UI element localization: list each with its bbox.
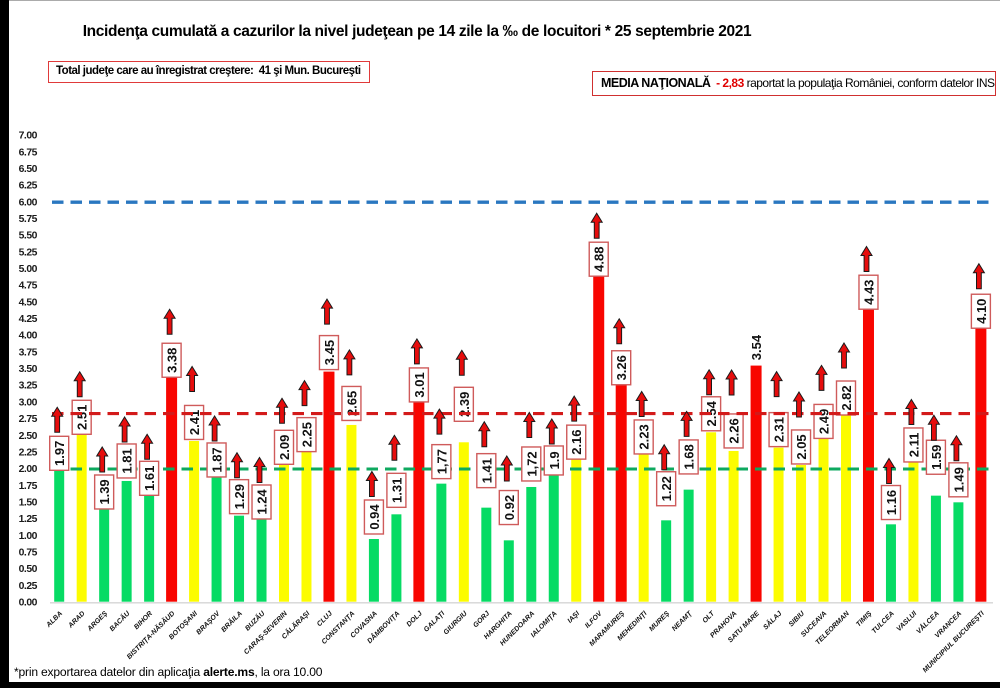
svg-text:BRAŞOV: BRAŞOV <box>195 609 222 636</box>
svg-text:2.00: 2.00 <box>19 464 38 475</box>
svg-text:1,72: 1,72 <box>524 451 539 476</box>
svg-text:1.59: 1.59 <box>929 445 944 470</box>
svg-text:1.39: 1.39 <box>97 479 112 504</box>
svg-text:0.94: 0.94 <box>367 504 382 530</box>
svg-text:2.09: 2.09 <box>277 435 292 460</box>
svg-text:2.54: 2.54 <box>704 400 719 426</box>
svg-text:6.25: 6.25 <box>19 181 38 192</box>
svg-text:3.54: 3.54 <box>749 334 764 360</box>
svg-text:5.75: 5.75 <box>19 214 38 225</box>
svg-text:1.9: 1.9 <box>547 451 562 469</box>
svg-text:0.00: 0.00 <box>19 598 38 609</box>
svg-text:2.82: 2.82 <box>839 385 854 410</box>
svg-text:4.88: 4.88 <box>592 247 607 272</box>
svg-text:SĂLAJ: SĂLAJ <box>761 608 784 631</box>
svg-text:BACĂU: BACĂU <box>107 608 132 633</box>
svg-text:TULCEA: TULCEA <box>871 610 896 635</box>
svg-text:TIMIŞ: TIMIŞ <box>855 610 873 628</box>
svg-text:1.68: 1.68 <box>682 444 697 469</box>
svg-text:1.75: 1.75 <box>19 481 38 492</box>
svg-text:3.01: 3.01 <box>412 372 427 397</box>
svg-text:2.75: 2.75 <box>19 414 38 425</box>
svg-text:2.16: 2.16 <box>569 429 584 454</box>
svg-text:OLT: OLT <box>702 610 717 625</box>
svg-text:1.81: 1.81 <box>120 448 135 473</box>
svg-text:3.00: 3.00 <box>19 397 38 408</box>
svg-text:4.10: 4.10 <box>974 299 989 324</box>
svg-text:2.31: 2.31 <box>772 417 787 442</box>
svg-text:1.49: 1.49 <box>951 467 966 492</box>
svg-text:3.26: 3.26 <box>614 355 629 380</box>
svg-text:MUREŞ: MUREŞ <box>648 610 671 633</box>
svg-text:DOLJ: DOLJ <box>406 609 425 628</box>
svg-text:2.26: 2.26 <box>727 418 742 443</box>
svg-text:3.38: 3.38 <box>165 348 180 373</box>
svg-text:4.50: 4.50 <box>19 297 38 308</box>
svg-text:6.50: 6.50 <box>19 164 38 175</box>
svg-text:1,77: 1,77 <box>434 449 449 474</box>
svg-text:2.25: 2.25 <box>19 447 38 458</box>
svg-text:2.23: 2.23 <box>637 424 652 449</box>
svg-text:6.75: 6.75 <box>19 147 38 158</box>
svg-text:1.41: 1.41 <box>479 458 494 483</box>
svg-text:1.61: 1.61 <box>142 466 157 491</box>
svg-text:0.50: 0.50 <box>19 564 38 575</box>
svg-text:SIBIU: SIBIU <box>788 610 807 629</box>
svg-text:3.75: 3.75 <box>19 347 38 358</box>
svg-text:1.29: 1.29 <box>232 484 247 509</box>
svg-text:GORJ: GORJ <box>472 609 492 629</box>
svg-text:BUZĂU: BUZĂU <box>243 608 267 632</box>
svg-text:4.00: 4.00 <box>19 331 38 342</box>
svg-text:2.41: 2.41 <box>187 410 202 435</box>
svg-text:2.65: 2.65 <box>344 391 359 416</box>
svg-text:2.05: 2.05 <box>794 434 809 459</box>
svg-text:0.75: 0.75 <box>19 548 38 559</box>
svg-text:CLUJ: CLUJ <box>316 609 335 628</box>
svg-text:ALBA: ALBA <box>45 610 64 629</box>
svg-text:5.50: 5.50 <box>19 231 38 242</box>
svg-text:2.51: 2.51 <box>75 405 90 430</box>
svg-text:GIURGIU: GIURGIU <box>443 610 470 637</box>
svg-text:ARGEŞ: ARGEŞ <box>86 610 109 633</box>
svg-text:5.25: 5.25 <box>19 247 38 258</box>
svg-text:4.75: 4.75 <box>19 281 38 292</box>
svg-text:1.24: 1.24 <box>255 489 270 515</box>
svg-text:2.25: 2.25 <box>299 422 314 447</box>
svg-text:6.00: 6.00 <box>19 197 38 208</box>
svg-text:2.50: 2.50 <box>19 431 38 442</box>
svg-text:ILFOV: ILFOV <box>584 609 604 629</box>
svg-text:3.25: 3.25 <box>19 381 38 392</box>
svg-text:1.25: 1.25 <box>19 514 38 525</box>
svg-text:0.25: 0.25 <box>19 581 38 592</box>
svg-text:1.31: 1.31 <box>389 478 404 503</box>
svg-text:5.00: 5.00 <box>19 264 38 275</box>
svg-text:1.87: 1.87 <box>210 447 225 472</box>
svg-text:ARAD: ARAD <box>67 610 87 630</box>
svg-text:7.00: 7.00 <box>19 131 38 142</box>
svg-text:IAŞI: IAŞI <box>567 610 582 625</box>
svg-text:BIHOR: BIHOR <box>133 610 154 631</box>
svg-text:3.50: 3.50 <box>19 364 38 375</box>
svg-text:2.11: 2.11 <box>906 433 921 458</box>
svg-text:1.22: 1.22 <box>659 476 674 501</box>
svg-text:3.45: 3.45 <box>322 340 337 365</box>
svg-text:4.43: 4.43 <box>861 280 876 305</box>
svg-text:0.92: 0.92 <box>502 495 517 520</box>
svg-text:BRĂILA: BRĂILA <box>219 609 244 634</box>
svg-text:1.50: 1.50 <box>19 498 38 509</box>
svg-text:1.00: 1.00 <box>19 531 38 542</box>
svg-text:1.97: 1.97 <box>52 441 67 466</box>
svg-text:4.25: 4.25 <box>19 314 38 325</box>
svg-text:NEAMŢ: NEAMŢ <box>671 610 694 633</box>
svg-text:2.39: 2.39 <box>457 392 472 417</box>
svg-text:1.16: 1.16 <box>884 490 899 515</box>
